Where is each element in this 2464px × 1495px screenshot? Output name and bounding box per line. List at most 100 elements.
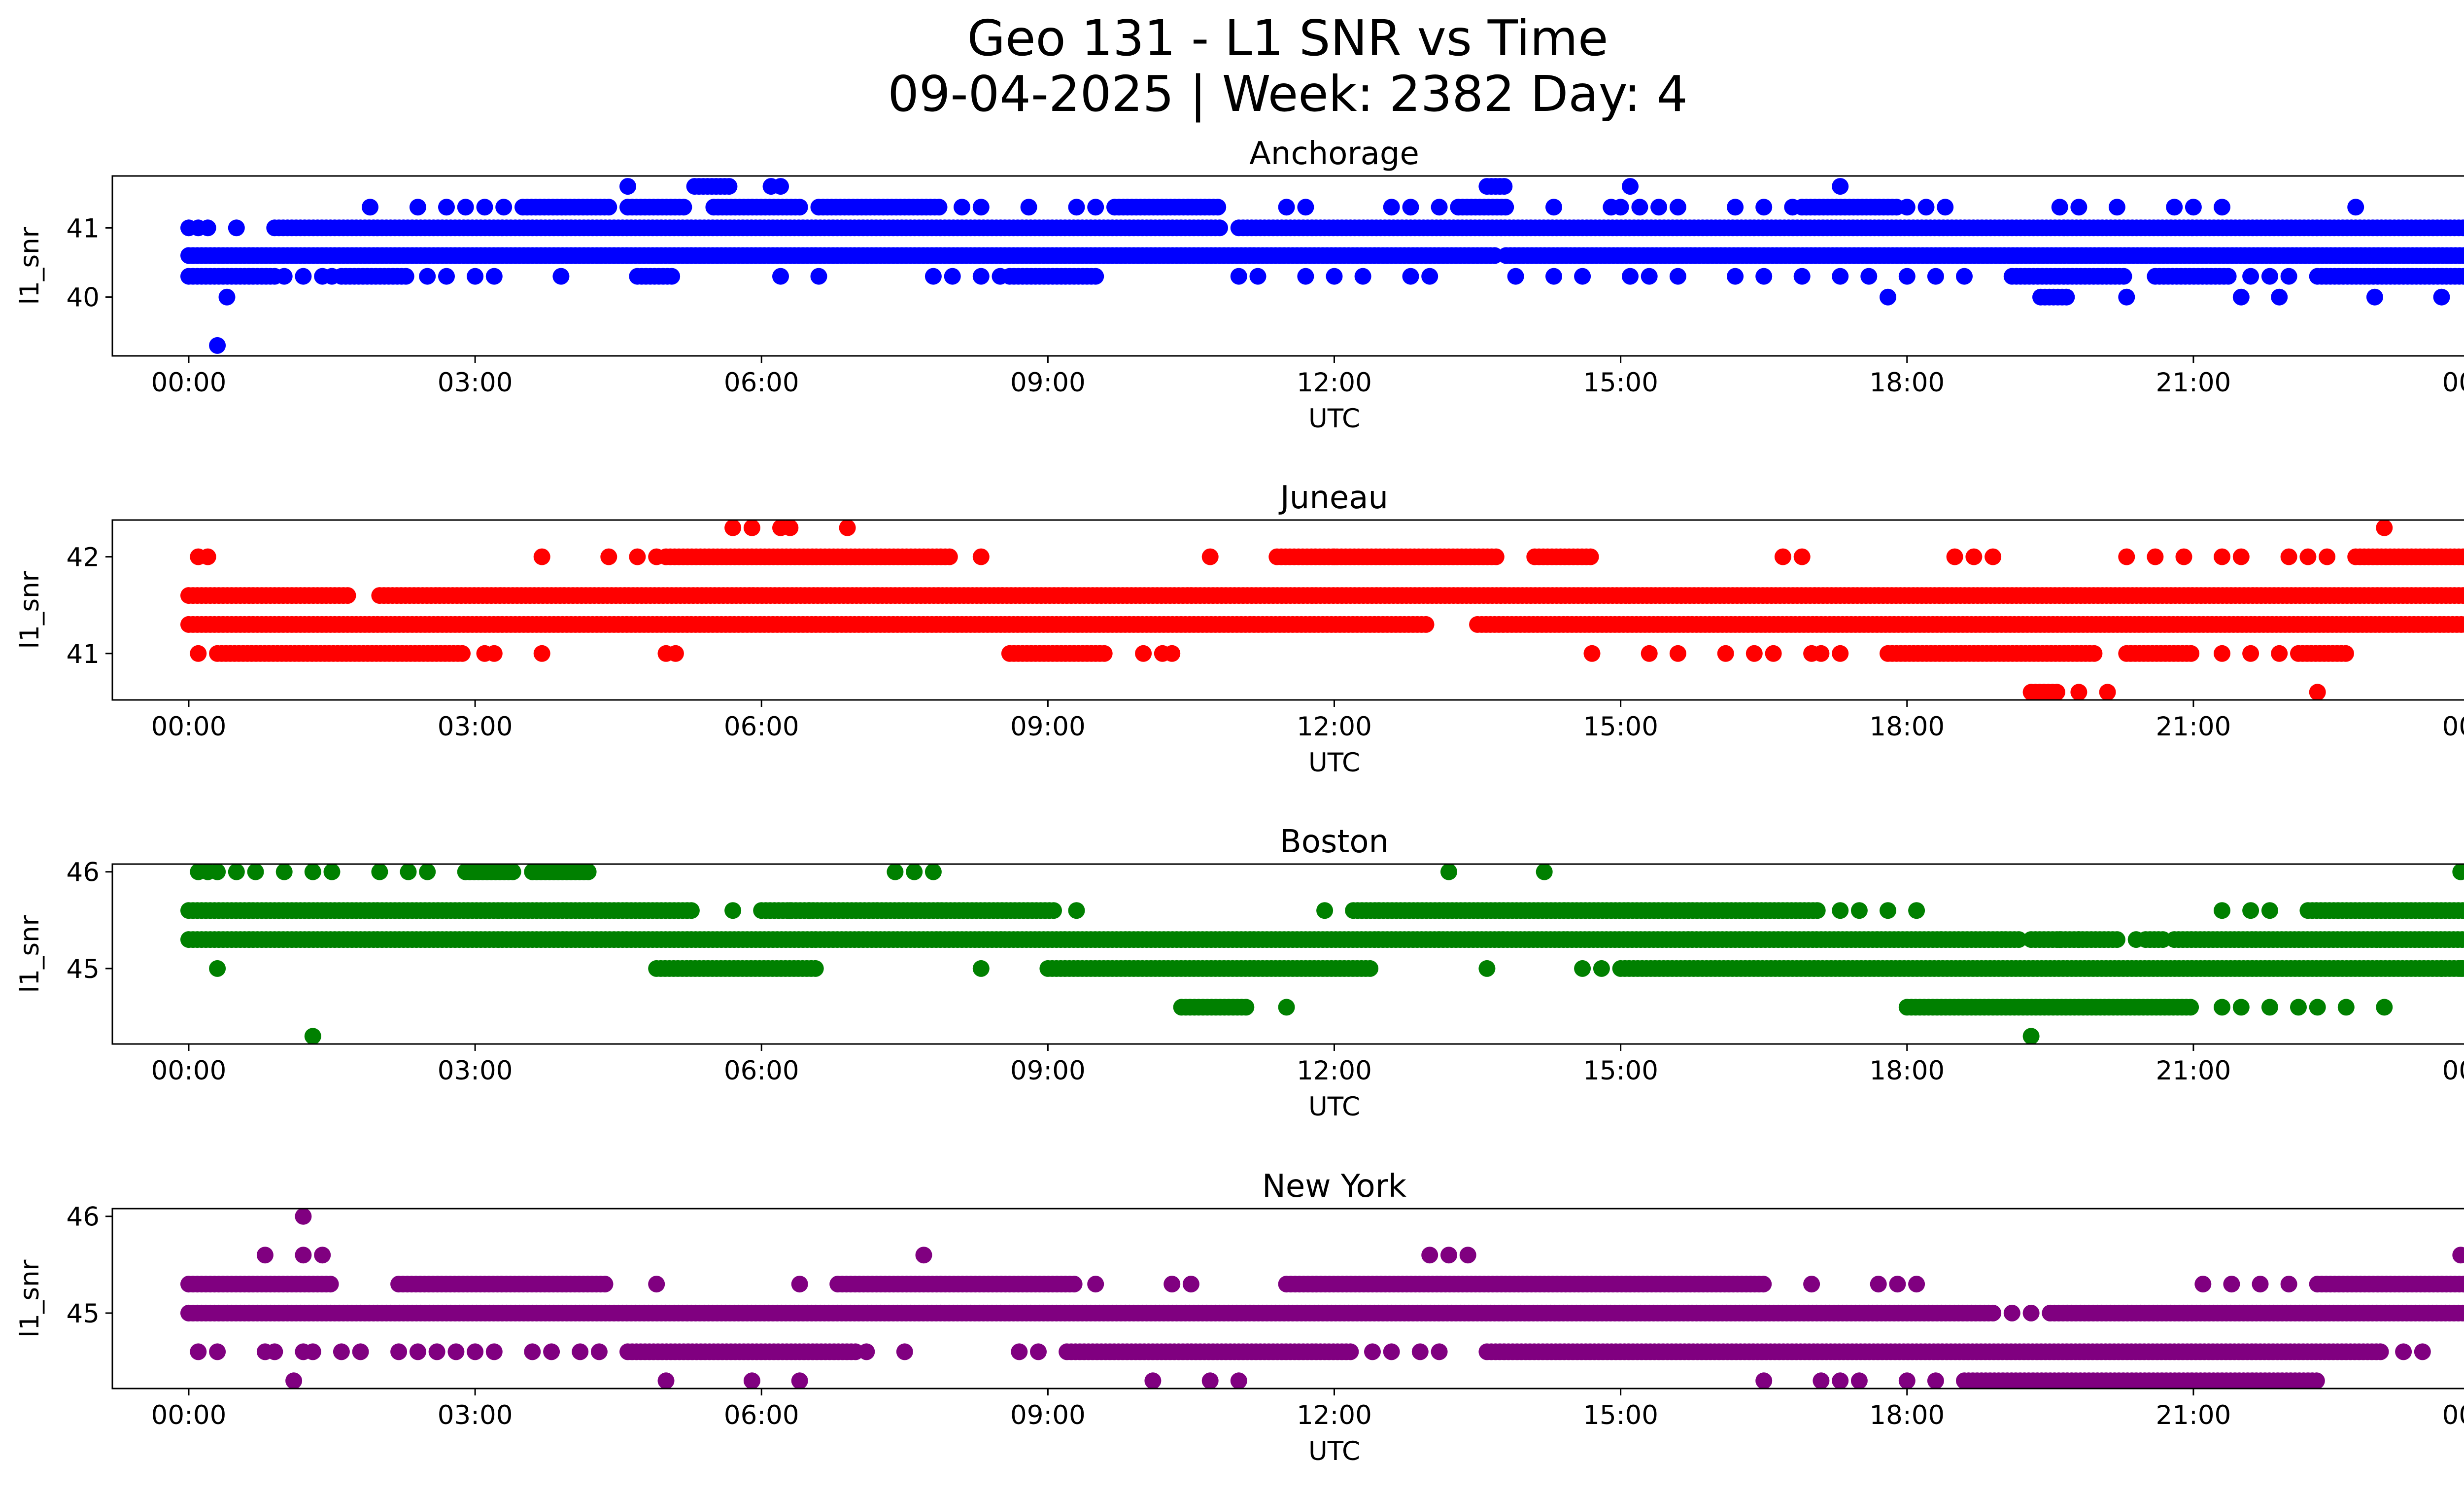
data-point <box>887 863 904 880</box>
data-point <box>1316 902 1334 919</box>
x-tick-label: 12:00 <box>1297 368 1372 398</box>
data-point <box>782 902 799 919</box>
data-point <box>2242 268 2259 285</box>
data-point <box>2070 684 2088 701</box>
x-tick-label: 18:00 <box>1869 1056 1945 1086</box>
data-point <box>2070 199 2088 216</box>
data-point <box>2214 645 2230 662</box>
data-point <box>2242 902 2259 919</box>
data-point <box>944 268 961 285</box>
data-point <box>1860 268 1878 285</box>
data-point <box>600 548 617 565</box>
data-point <box>941 548 958 565</box>
y-tick-label: 46 <box>67 858 100 888</box>
data-point <box>1135 645 1152 662</box>
data-point <box>2347 199 2364 216</box>
data-point <box>2271 645 2288 662</box>
x-tick-label: 06:00 <box>724 1056 799 1086</box>
x-tick-label: 18:00 <box>1869 368 1945 398</box>
data-point <box>1582 548 1599 565</box>
data-point <box>2183 645 2200 662</box>
data-point <box>2108 931 2125 948</box>
x-axis-label: UTC <box>1308 404 1360 434</box>
data-point <box>323 863 341 880</box>
figure-title-line1: Geo 131 - L1 SNR vs Time <box>967 9 1608 67</box>
x-tick-label: 09:00 <box>1010 712 1086 742</box>
x-tick-label: 00:00 <box>151 368 227 398</box>
data-point <box>1631 199 1648 216</box>
x-tick-label: 12:00 <box>1297 712 1372 742</box>
data-point <box>1745 645 1763 662</box>
data-point <box>2337 999 2355 1016</box>
data-point <box>972 199 990 216</box>
data-point <box>2115 268 2132 285</box>
data-point <box>2261 999 2278 1016</box>
data-point <box>1297 199 1314 216</box>
data-point <box>720 178 738 195</box>
data-point <box>1650 199 1668 216</box>
data-point <box>2058 288 2075 306</box>
x-tick-label: 21:00 <box>2156 1056 2231 1086</box>
data-point <box>485 645 503 662</box>
data-point <box>438 268 455 285</box>
data-point <box>457 199 474 216</box>
data-point <box>2086 645 2103 662</box>
data-point <box>1431 199 1448 216</box>
subplot-title: Anchorage <box>1249 136 1419 172</box>
data-point <box>2460 248 2464 263</box>
data-point <box>2261 268 2278 285</box>
data-point <box>2309 999 2326 1016</box>
data-point <box>1583 645 1601 662</box>
data-point <box>2185 199 2202 216</box>
data-point <box>1095 645 1113 662</box>
data-point <box>397 268 414 285</box>
data-point <box>1211 219 1228 237</box>
data-point <box>1230 268 1247 285</box>
data-point <box>2376 999 2393 1016</box>
data-point <box>1201 548 1219 565</box>
data-point <box>1898 268 1916 285</box>
data-point <box>1065 1276 1083 1293</box>
data-point <box>2232 999 2250 1016</box>
x-tick-label: 21:00 <box>2156 712 2231 742</box>
data-point <box>1020 199 1037 216</box>
data-point <box>930 199 948 216</box>
data-point <box>190 645 207 662</box>
data-point <box>2118 288 2135 306</box>
x-tick-label: 18:00 <box>1869 712 1945 742</box>
data-point <box>2118 548 2135 565</box>
data-point <box>1622 178 1639 195</box>
data-point <box>1809 902 1826 919</box>
data-point <box>2070 931 2088 948</box>
data-point <box>209 863 226 880</box>
data-point <box>409 199 426 216</box>
y-tick-label: 45 <box>67 954 100 984</box>
data-point <box>454 645 471 662</box>
data-point <box>2182 999 2199 1016</box>
data-point <box>495 199 513 216</box>
data-point <box>1908 902 1925 919</box>
x-tick-label: 21:00 <box>2156 368 2231 398</box>
data-point <box>2003 1304 2020 1321</box>
data-point <box>839 519 856 536</box>
data-point <box>400 863 417 880</box>
data-point <box>2261 902 2278 919</box>
data-point <box>2309 684 2326 701</box>
data-point <box>1832 902 1849 919</box>
data-point <box>1574 268 1591 285</box>
data-point <box>600 199 617 216</box>
data-point <box>2022 1028 2040 1045</box>
data-point <box>2166 199 2183 216</box>
data-point <box>2214 999 2230 1016</box>
data-point <box>1774 548 1791 565</box>
data-point <box>1536 863 1553 880</box>
data-point <box>1727 199 1744 216</box>
data-point <box>1898 199 1916 216</box>
data-point <box>1087 199 1104 216</box>
data-point <box>2461 618 2464 631</box>
data-point <box>2214 902 2230 919</box>
data-point <box>1326 548 1343 565</box>
data-point <box>2376 519 2393 536</box>
